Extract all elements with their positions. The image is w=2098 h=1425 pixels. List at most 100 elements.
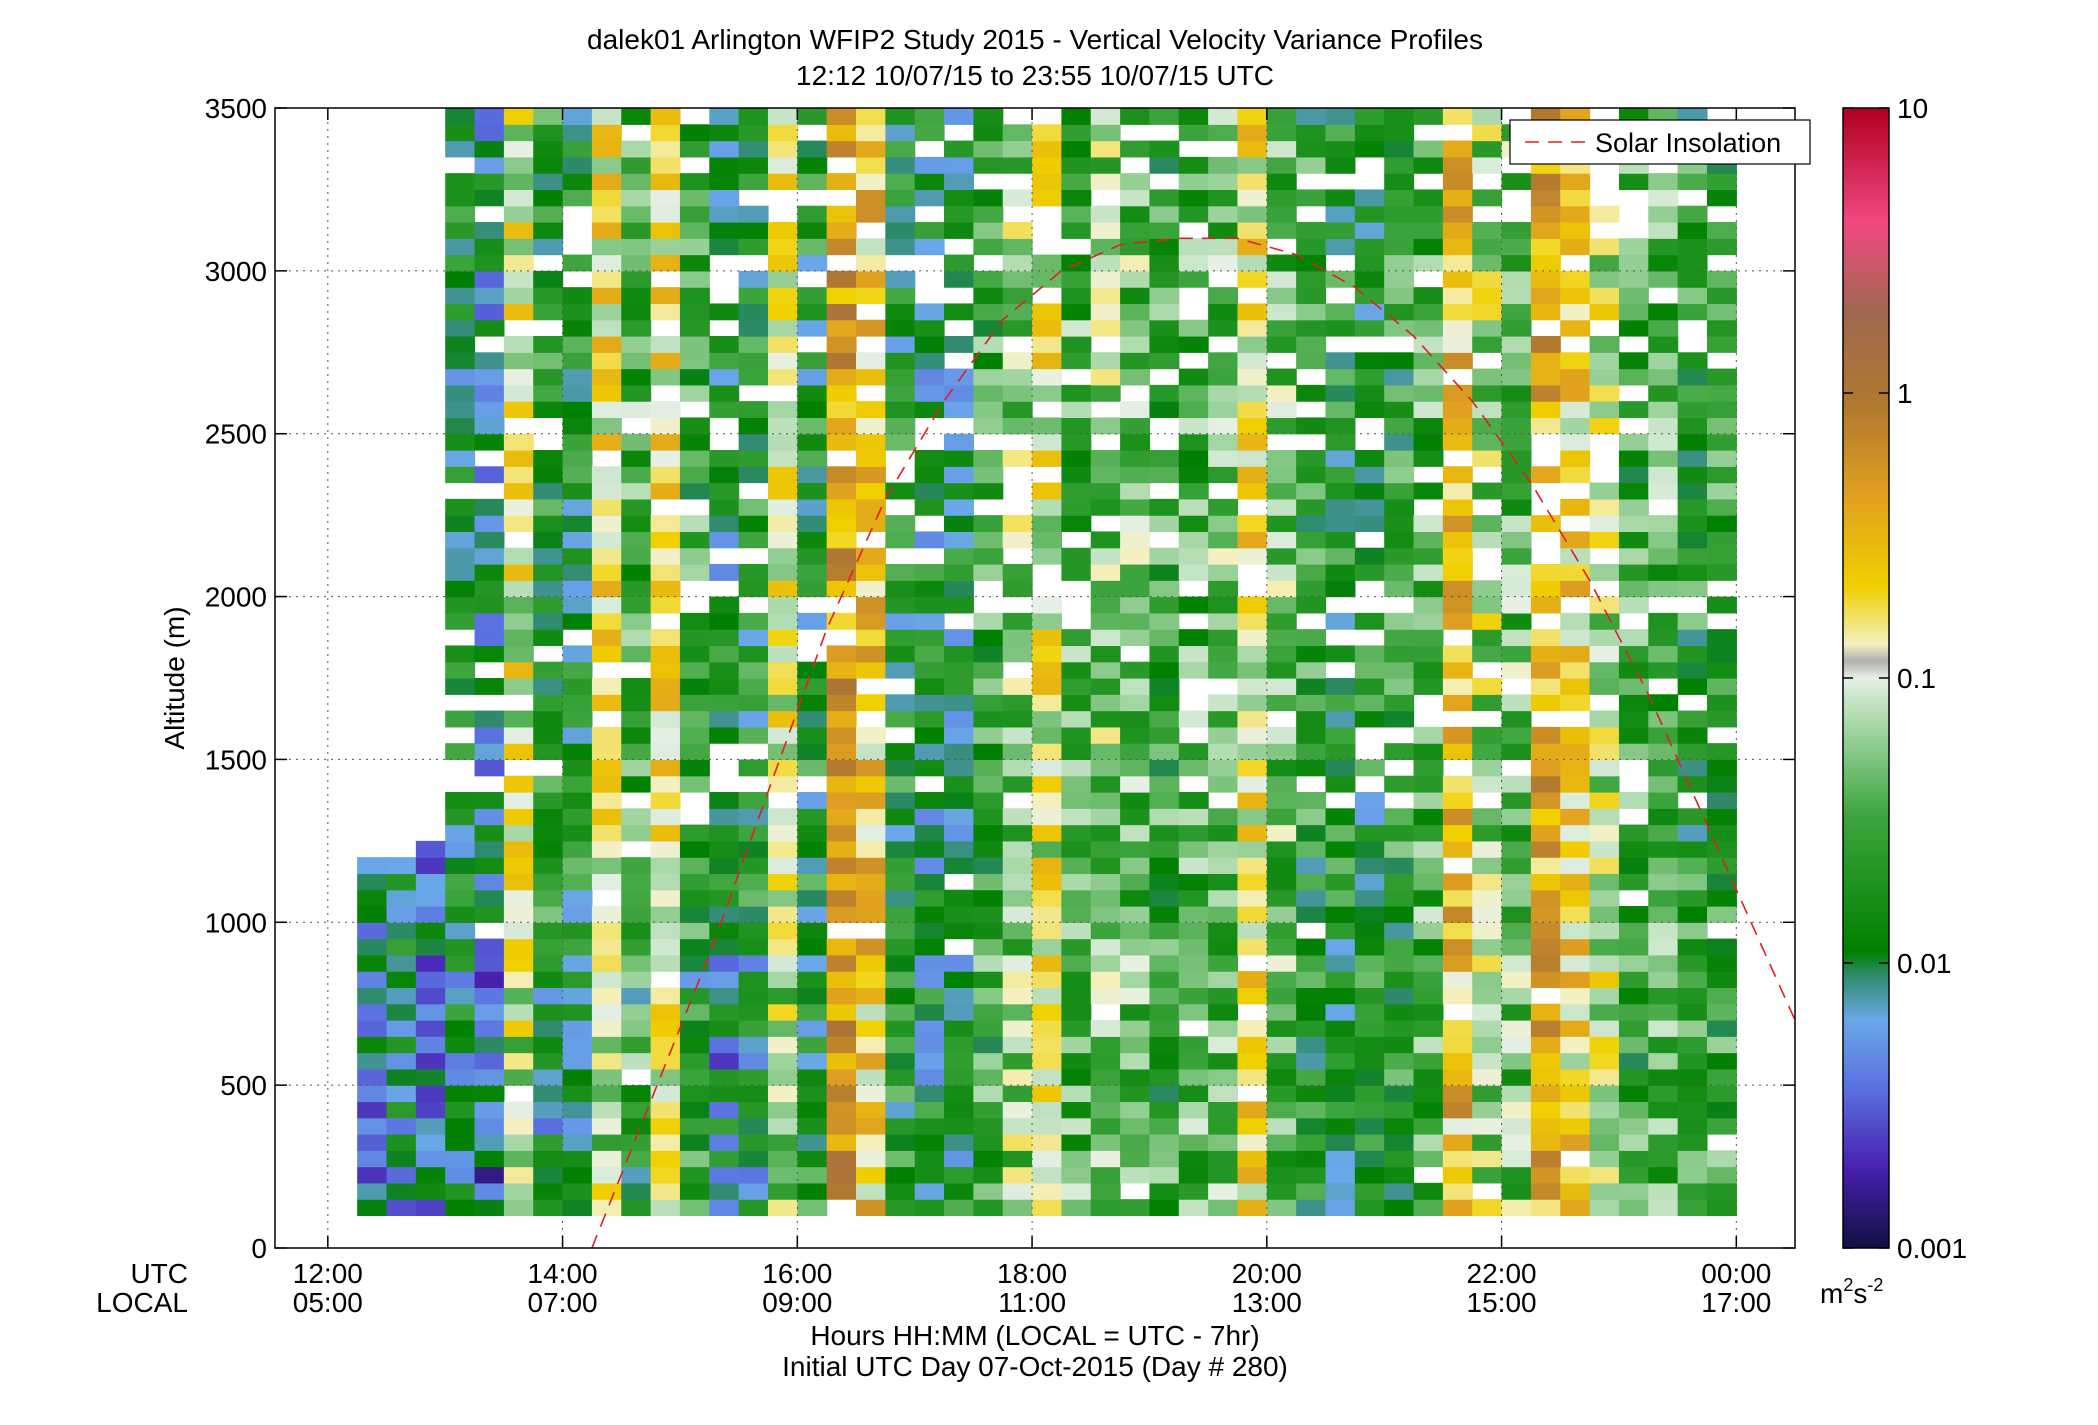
x-tick-label-utc: 00:00	[1701, 1258, 1771, 1289]
heatmap-cell	[1208, 612, 1239, 630]
heatmap-cell	[650, 954, 681, 972]
heatmap-cell	[562, 938, 593, 956]
heatmap-cell	[650, 254, 681, 272]
heatmap-cell	[1002, 889, 1033, 907]
heatmap-cell	[1208, 401, 1239, 419]
heatmap-cell	[386, 1052, 417, 1070]
heatmap-cell	[1472, 384, 1503, 402]
heatmap-cell	[621, 629, 652, 647]
heatmap-cell	[1413, 726, 1444, 744]
heatmap-cell	[973, 743, 1004, 761]
heatmap-cell	[1442, 938, 1473, 956]
heatmap-cell	[1384, 873, 1415, 891]
heatmap-cell	[738, 1150, 769, 1168]
heatmap-cell	[1560, 938, 1591, 956]
heatmap-cell	[621, 971, 652, 989]
heatmap-cell	[1032, 1068, 1063, 1086]
heatmap-cell	[1002, 368, 1033, 386]
heatmap-cell	[1090, 384, 1121, 402]
heatmap-cell	[1090, 775, 1121, 793]
heatmap-cell	[767, 678, 798, 695]
heatmap-cell	[1472, 1003, 1503, 1021]
heatmap-cell	[797, 840, 828, 858]
heatmap-cell	[1560, 1036, 1591, 1054]
heatmap-cells	[357, 108, 1737, 1217]
heatmap-cell	[1266, 906, 1297, 923]
heatmap-cell	[738, 433, 769, 451]
legend: Solar Insolation	[1509, 119, 1811, 165]
heatmap-cell	[1618, 368, 1649, 386]
heatmap-cell	[1530, 954, 1561, 972]
heatmap-cell	[1208, 222, 1239, 239]
heatmap-cell	[445, 743, 476, 761]
heatmap-cell	[1032, 824, 1063, 842]
heatmap-cell	[738, 531, 769, 549]
heatmap-cell	[1208, 1003, 1239, 1021]
heatmap-cell	[1266, 1036, 1297, 1054]
heatmap-cell	[1120, 319, 1151, 337]
heatmap-cell	[1442, 922, 1473, 940]
heatmap-cell	[856, 971, 886, 989]
heatmap-cell	[973, 987, 1004, 1005]
heatmap-cell	[797, 1101, 828, 1119]
heatmap-cell	[944, 726, 974, 744]
heatmap-cell	[738, 1052, 769, 1070]
heatmap-cell	[1354, 808, 1385, 826]
heatmap-cell	[944, 645, 974, 663]
heatmap-cell	[1677, 954, 1708, 972]
heatmap-cell	[1501, 857, 1532, 875]
heatmap-cell	[1706, 319, 1737, 337]
heatmap-cell	[1354, 824, 1385, 842]
heatmap-cell	[709, 140, 740, 158]
heatmap-cell	[591, 1101, 622, 1119]
heatmap-cell	[944, 547, 974, 565]
heatmap-cell	[591, 384, 622, 402]
heatmap-cell	[856, 417, 886, 435]
heatmap-cell	[1677, 629, 1708, 647]
heatmap-cell	[1530, 645, 1561, 663]
heatmap-cell	[1120, 498, 1151, 516]
heatmap-cell	[1648, 889, 1679, 907]
heatmap-cell	[415, 1150, 446, 1168]
heatmap-cell	[386, 1182, 417, 1200]
heatmap-cell	[1384, 140, 1415, 158]
heatmap-cell	[1677, 1003, 1708, 1021]
heatmap-cell	[1296, 987, 1327, 1005]
heatmap-cell	[1061, 857, 1092, 875]
heatmap-cell	[1090, 1166, 1121, 1184]
heatmap-cell	[679, 726, 710, 744]
heatmap-cell	[1384, 922, 1415, 940]
heatmap-cell	[1208, 857, 1239, 875]
heatmap-cell	[914, 824, 945, 842]
heatmap-cell	[1325, 515, 1356, 533]
heatmap-cell	[797, 254, 828, 272]
heatmap-cell	[973, 759, 1004, 777]
heatmap-cell	[621, 857, 652, 875]
heatmap-cell	[621, 1199, 652, 1217]
heatmap-cell	[856, 1182, 886, 1200]
heatmap-cell	[856, 775, 886, 793]
heatmap-cell	[1560, 678, 1591, 695]
heatmap-cell	[1442, 596, 1473, 614]
heatmap-cell	[1002, 938, 1033, 956]
heatmap-cell	[1296, 352, 1327, 370]
heatmap-cell	[944, 433, 974, 451]
heatmap-cell	[562, 759, 593, 777]
heatmap-cell	[1237, 222, 1268, 239]
heatmap-cell	[973, 971, 1004, 989]
heatmap-cell	[562, 108, 593, 125]
heatmap-cell	[1413, 189, 1444, 207]
heatmap-cell	[826, 515, 857, 533]
heatmap-cell	[1677, 1117, 1708, 1135]
heatmap-cell	[1296, 319, 1327, 337]
heatmap-cell	[944, 954, 974, 972]
heatmap-cell	[1648, 792, 1679, 809]
heatmap-cell	[1354, 954, 1385, 972]
heatmap-cell	[826, 287, 857, 305]
heatmap-cell	[1149, 336, 1180, 353]
heatmap-cell	[1472, 629, 1503, 647]
heatmap-cell	[445, 547, 476, 565]
heatmap-cell	[826, 726, 857, 744]
heatmap-cell	[1384, 531, 1415, 549]
heatmap-cell	[709, 124, 740, 142]
